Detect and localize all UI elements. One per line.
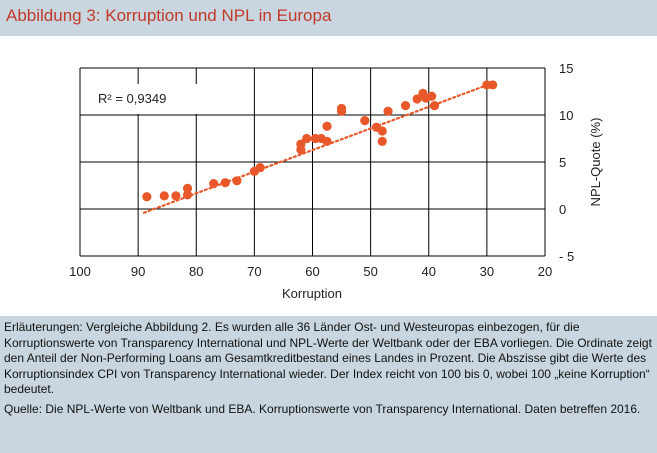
caption-source: Quelle: Die NPL-Werte von Weltbank und E… [4,401,641,416]
y-tick-label: 5 [559,155,566,170]
data-point [427,91,437,101]
r-squared-annotation: R² = 0,9349 [98,91,166,106]
data-point [296,139,306,149]
scatter-chart: 100 90 80 70 60 50 40 30 20 - 5 0 5 10 15 R² = 0,934… [69,61,603,301]
data-point [302,133,312,144]
y-tick-label: 15 [559,61,573,76]
data-point [182,183,193,193]
x-tick-label: 70 [247,264,261,279]
data-point [488,80,498,90]
figure-caption: Erläuterungen: Vergleiche Abbildung 2. E… [4,320,652,421]
data-points [142,80,498,202]
data-point [383,106,393,116]
x-tick-label: 30 [480,264,494,279]
data-point [220,178,230,188]
y-tick-label: - 5 [559,249,574,264]
x-tick-label: 100 [69,264,91,279]
caption-explanation: Erläuterungen: Vergleiche Abbildung 2. E… [4,320,652,396]
data-point [429,101,440,111]
data-point [412,94,422,104]
y-tick-labels: - 5 0 5 10 15 [559,61,574,264]
x-tick-label: 40 [422,264,436,279]
figure-title: Abbildung 3: Korruption und NPL in Europ… [6,6,332,25]
chart-panel: 100 90 80 70 60 50 40 30 20 - 5 0 5 10 15 R² = 0,934… [0,36,657,316]
x-tick-label: 20 [538,264,552,279]
data-point [142,192,152,202]
data-point [336,103,347,114]
y-tick-label: 0 [559,202,566,217]
y-axis-label: NPL-Quote (%) [588,118,603,207]
data-point [159,191,169,201]
data-point [360,116,370,126]
data-point [171,191,181,201]
figure-header: Abbildung 3: Korruption und NPL in Europ… [0,0,657,36]
x-tick-label: 60 [305,264,319,279]
annotation-box [88,84,198,114]
y-tick-label: 10 [559,108,573,123]
grid-lines [79,67,546,257]
x-tick-label: 90 [131,264,145,279]
x-tick-labels: 100 90 80 70 60 50 40 30 20 [69,264,552,279]
data-point [322,136,332,146]
data-point [377,126,387,136]
x-tick-label: 80 [189,264,203,279]
data-point [322,121,332,131]
x-axis-label: Korruption [282,286,342,301]
data-point [209,179,219,189]
data-point [400,101,411,111]
x-tick-label: 50 [363,264,377,279]
data-point [255,163,265,173]
data-point [232,176,242,186]
data-point [182,190,193,200]
data-point [377,136,387,146]
